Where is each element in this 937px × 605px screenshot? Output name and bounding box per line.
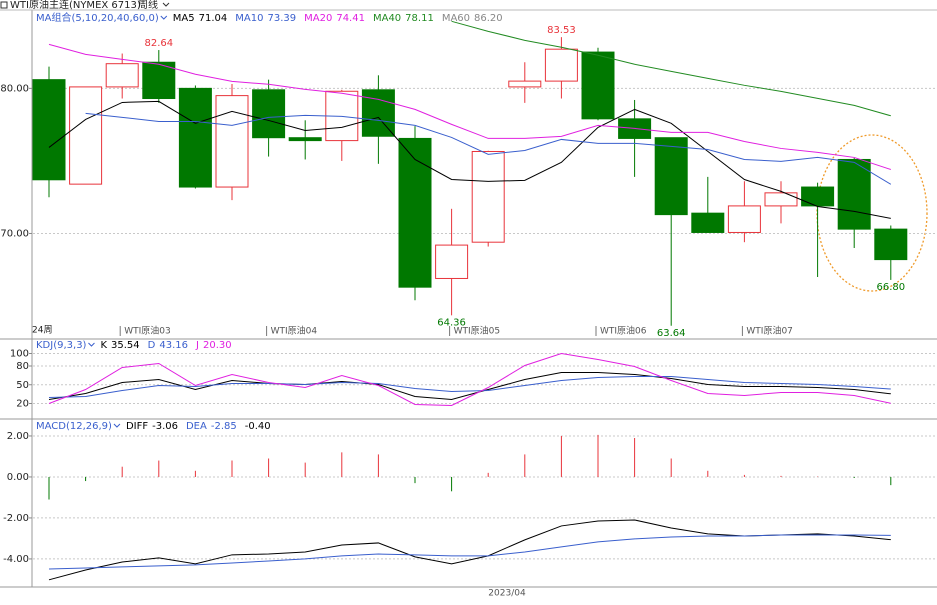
- legend-name: J: [195, 340, 199, 351]
- period-count: 24周: [32, 325, 52, 336]
- legend-name: MA10: [235, 13, 263, 24]
- y-tick-label: 80.00: [0, 83, 29, 94]
- legend-name: MA40: [373, 13, 401, 24]
- y-tick-label: 50: [16, 380, 29, 391]
- candle-body: [32, 79, 66, 181]
- dropdown-icon[interactable]: [162, 2, 170, 7]
- dropdown-icon: [88, 342, 95, 347]
- candle-body: [252, 89, 286, 139]
- dropdown-icon: [160, 15, 168, 20]
- price-annotation: 82.64: [144, 38, 173, 49]
- candle-body: [508, 80, 542, 88]
- candle-body: [215, 95, 249, 188]
- y-tick-label: -2.00: [3, 513, 29, 524]
- icon: [0, 1, 8, 9]
- candle-body: [471, 150, 505, 243]
- x-tick-label: WTI原油05: [454, 325, 501, 337]
- legend-name: D: [148, 340, 156, 351]
- legend-title: MACD(12,26,9): [36, 421, 112, 432]
- y-tick-label: 20: [16, 399, 29, 410]
- candle-body: [801, 186, 835, 207]
- legend-value: 74.41: [336, 13, 365, 24]
- line-series: [48, 534, 891, 570]
- legend-value: 73.39: [267, 13, 296, 24]
- period[interactable]: 周线: [138, 0, 158, 11]
- legend-name: MA20: [304, 13, 332, 24]
- y-tick-label: 100: [10, 349, 29, 360]
- legend-title: MA组合(5,10,20,40,60,0): [36, 11, 159, 24]
- legend-value: 78.11: [405, 13, 434, 24]
- price-annotation: 66.80: [876, 282, 905, 293]
- legend-name: MA60: [442, 13, 470, 24]
- y-tick-label: 0.00: [7, 472, 29, 483]
- title: WTI原油主连(NYMEX 6713): [10, 0, 141, 11]
- x-tick-label: WTI原油03: [124, 325, 171, 337]
- price-annotation: 64.36: [437, 317, 466, 328]
- line-series: [48, 100, 891, 219]
- y-tick-label: 70.00: [0, 228, 29, 239]
- line-series: [48, 376, 891, 398]
- x-axis-label: 2023/04: [488, 589, 526, 599]
- line-series: [48, 43, 891, 170]
- candle-body: [727, 205, 761, 233]
- candle-body: [69, 86, 103, 185]
- candle-body: [837, 158, 871, 230]
- y-tick-label: -4.00: [3, 554, 29, 565]
- legend-name: K: [100, 340, 107, 351]
- legend-name: DIFF: [126, 421, 148, 432]
- candle-body: [654, 137, 688, 216]
- candle-body: [435, 244, 469, 279]
- legend-value: 20.30: [203, 340, 232, 351]
- legend-name: DEA: [186, 421, 207, 432]
- candle-body: [764, 192, 798, 207]
- legend-value: 71.04: [199, 13, 228, 24]
- candle-body: [288, 137, 322, 142]
- line-series: [48, 352, 891, 407]
- line-series: [451, 20, 891, 117]
- candle-body: [544, 48, 578, 82]
- line-series: [48, 372, 891, 401]
- line-series: [85, 112, 892, 185]
- legend-value: 35.54: [111, 340, 140, 351]
- legend-value: -0.40: [245, 421, 271, 432]
- y-tick-label: 80: [16, 361, 29, 372]
- price-annotation: 63.64: [657, 328, 686, 339]
- candle-body: [142, 61, 176, 100]
- legend-value: 43.16: [159, 340, 188, 351]
- dropdown-icon: [113, 423, 121, 428]
- candle-body: [105, 63, 139, 88]
- highlight-circle: [816, 134, 928, 292]
- y-tick-label: 2.00: [7, 431, 29, 442]
- price-annotation: 83.53: [547, 25, 576, 36]
- x-tick-label: WTI原油07: [746, 325, 793, 337]
- candle-body: [178, 87, 212, 188]
- candle-body: [361, 89, 395, 137]
- candle-body: [874, 228, 908, 261]
- candle-body: [581, 51, 615, 120]
- legend-title: KDJ(9,3,3): [36, 340, 87, 351]
- legend-value: -2.85: [211, 421, 237, 432]
- legend-value: -3.06: [152, 421, 178, 432]
- candle-body: [398, 137, 432, 288]
- legend-value: 86.20: [474, 13, 503, 24]
- x-tick-label: WTI原油04: [271, 325, 318, 337]
- candle-body: [691, 212, 725, 233]
- x-tick-label: WTI原油06: [600, 325, 647, 337]
- legend-name: MA5: [173, 13, 195, 24]
